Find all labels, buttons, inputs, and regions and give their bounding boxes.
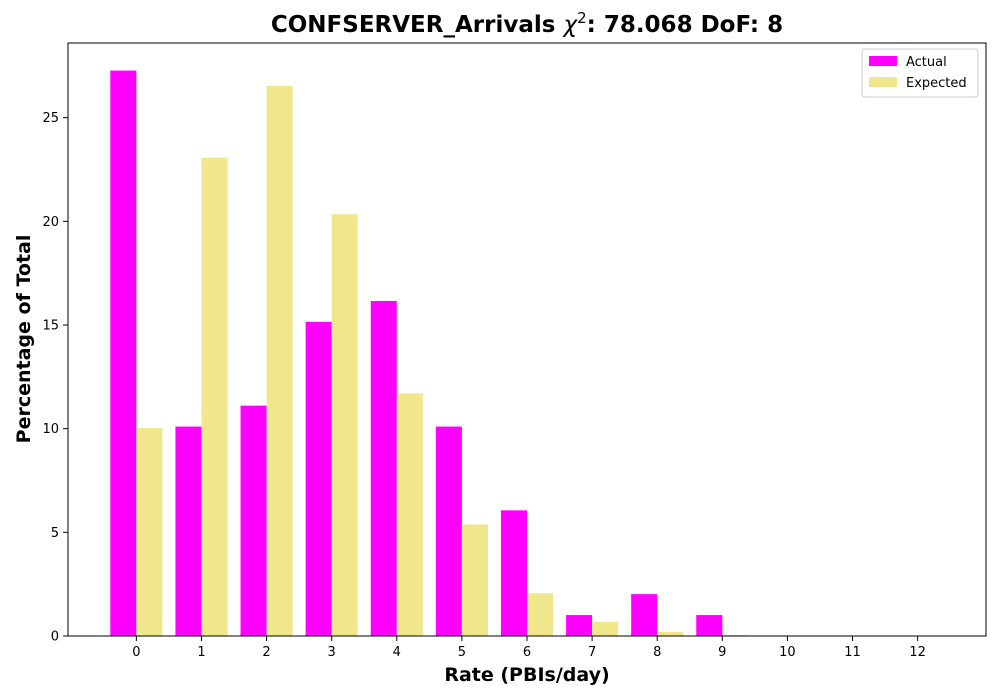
y-tick-label-15: 15 (42, 318, 59, 333)
y-tick-label-20: 20 (42, 215, 59, 230)
legend: Actual Expected (861, 48, 979, 98)
chart-title-chi: χ (561, 12, 578, 38)
bar-expected-1 (201, 157, 228, 636)
bar-expected-9 (722, 634, 749, 636)
legend-label-actual: Actual (906, 55, 947, 70)
bar-expected-0 (136, 428, 163, 636)
legend-swatch-expected (869, 77, 897, 87)
x-tick-label-9: 9 (718, 645, 726, 660)
bar-expected-6 (527, 593, 554, 636)
bar-expected-7 (592, 621, 619, 636)
chart-title: CONFSERVER_Arrivals χ2: 78.068 DoF: 8 (271, 9, 783, 38)
x-tick-label-8: 8 (653, 645, 661, 660)
y-tick-label-10: 10 (42, 422, 59, 437)
chart-title-sup: 2 (577, 9, 587, 27)
bar-actual-1 (175, 426, 202, 636)
bar-expected-4 (396, 393, 423, 636)
bar-actual-2 (240, 405, 267, 636)
bar-actual-8 (631, 594, 658, 636)
y-tick-label-5: 5 (51, 526, 59, 541)
x-tick-label-7: 7 (588, 645, 596, 660)
chart-title-suffix: : 78.068 DoF: 8 (587, 12, 784, 38)
y-axis-label: Percentage of Total (13, 235, 35, 444)
x-tick-label-4: 4 (393, 645, 401, 660)
x-tick-label-5: 5 (458, 645, 466, 660)
y-tick-label-25: 25 (42, 111, 59, 126)
legend-label-expected: Expected (906, 76, 967, 91)
bar-actual-9 (696, 615, 723, 636)
bar-expected-3 (331, 214, 358, 637)
bar-actual-7 (566, 615, 593, 636)
chart-title-prefix: CONFSERVER_Arrivals (271, 12, 564, 38)
bar-expected-8 (657, 631, 684, 636)
x-tick-label-1: 1 (197, 645, 205, 660)
x-tick-label-6: 6 (523, 645, 531, 660)
bar-expected-5 (461, 524, 488, 636)
bar-expected-2 (266, 85, 293, 637)
x-tick-label-11: 11 (844, 645, 861, 660)
bar-actual-0 (110, 70, 137, 636)
bar-actual-4 (370, 300, 397, 636)
x-tick-label-3: 3 (328, 645, 336, 660)
x-tick-label-12: 12 (909, 645, 926, 660)
x-tick-label-10: 10 (779, 645, 796, 660)
bar-actual-3 (305, 321, 332, 636)
bar-actual-6 (500, 510, 527, 636)
legend-swatch-actual (869, 56, 897, 66)
bar-actual-5 (435, 426, 462, 636)
x-tick-label-2: 2 (262, 645, 270, 660)
y-tick-label-0: 0 (51, 630, 59, 645)
x-axis-label: Rate (PBIs/day) (444, 664, 609, 686)
x-tick-label-0: 0 (132, 645, 140, 660)
